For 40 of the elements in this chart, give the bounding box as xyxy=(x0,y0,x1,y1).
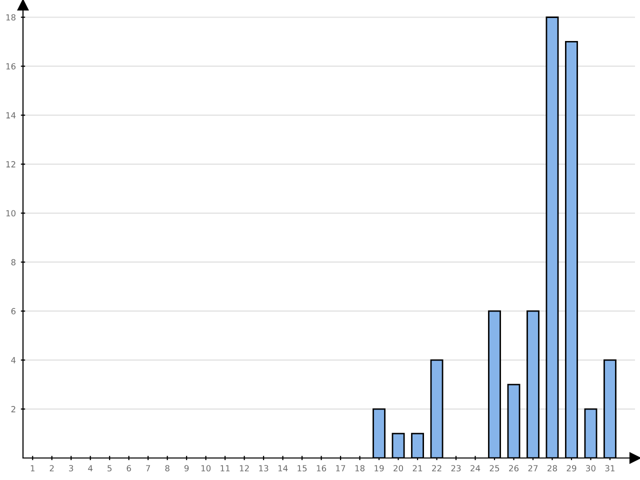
x-tick-label: 5 xyxy=(108,465,112,472)
x-tick-label: 4 xyxy=(88,465,93,472)
x-tick-label: 19 xyxy=(374,465,384,472)
x-tick-label: 25 xyxy=(490,465,500,472)
x-tick-label: 9 xyxy=(184,465,189,472)
x-tick-label: 11 xyxy=(220,465,230,472)
y-tick-label: 18 xyxy=(6,14,16,21)
x-tick-label: 14 xyxy=(278,465,288,472)
y-tick-label: 10 xyxy=(6,210,16,216)
x-tick-label: 1 xyxy=(30,465,35,472)
x-tick-label: 13 xyxy=(259,465,268,472)
x-tick-label: 24 xyxy=(470,465,480,472)
x-tick-label: 26 xyxy=(509,465,519,472)
x-tick-label: 18 xyxy=(355,465,365,472)
x-tick-label: 28 xyxy=(548,465,557,472)
y-tick-label: 8 xyxy=(11,259,16,266)
y-tick-label: 4 xyxy=(11,357,16,364)
x-tick-label: 17 xyxy=(336,465,346,472)
x-tick-label: 3 xyxy=(69,465,74,472)
x-tick-label: 6 xyxy=(126,465,131,472)
x-tick-label: 12 xyxy=(240,465,249,472)
x-tick-label: 22 xyxy=(432,465,442,472)
x-tick-label: 15 xyxy=(298,465,307,472)
x-tick-label: 27 xyxy=(528,465,538,472)
y-tick-label: 6 xyxy=(11,308,16,314)
x-tick-label: 21 xyxy=(412,465,422,472)
x-tick-label: 30 xyxy=(586,465,596,472)
x-tick-label: 23 xyxy=(451,465,461,472)
y-tick-label: 2 xyxy=(11,406,16,412)
x-tick-label: 20 xyxy=(394,465,404,472)
y-tick-label: 14 xyxy=(6,112,16,118)
x-tick-label: 16 xyxy=(316,465,326,472)
y-tick-label: 12 xyxy=(6,161,16,168)
y-tick-label: 16 xyxy=(6,63,16,70)
x-tick-label: 31 xyxy=(605,465,615,472)
x-tick-label: 8 xyxy=(165,465,170,472)
x-tick-label: 29 xyxy=(566,465,576,472)
x-tick-label: 7 xyxy=(146,465,150,472)
x-tick-label: 2 xyxy=(50,465,54,472)
x-tick-label: 10 xyxy=(201,465,211,472)
